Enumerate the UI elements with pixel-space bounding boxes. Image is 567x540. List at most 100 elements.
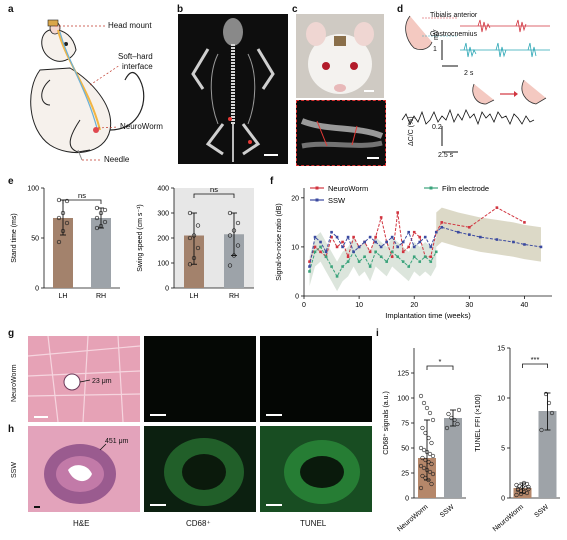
scale-bar <box>367 157 379 159</box>
data-point <box>526 484 531 490</box>
y-axis-label: Swing speed (cm s⁻¹) <box>137 204 144 272</box>
panel-a-letter: a <box>8 4 14 15</box>
scale-bar <box>364 90 374 92</box>
series-marker <box>401 240 405 244</box>
series-marker <box>341 240 344 244</box>
series-marker <box>330 230 333 234</box>
emg-traces <box>401 15 550 153</box>
series-marker <box>396 255 399 259</box>
data-point <box>418 445 424 451</box>
scale-bar <box>150 414 166 416</box>
y-axis-label: Signal-to-noise ratio (dB) <box>276 203 283 280</box>
data-point <box>187 235 193 241</box>
series-marker <box>418 260 422 263</box>
series-marker <box>346 255 350 259</box>
y-tick-label: 0 <box>165 286 169 293</box>
data-point <box>514 492 519 498</box>
series-marker <box>313 250 317 254</box>
series-marker <box>396 245 399 249</box>
series-marker <box>308 260 311 263</box>
legend-label: Film electrode <box>442 184 489 193</box>
series-marker <box>352 235 355 239</box>
series-marker <box>429 255 433 259</box>
data-point <box>421 400 427 406</box>
x-tick-label: 30 <box>465 302 473 309</box>
scale-time-top: 2 s <box>464 70 474 77</box>
series-marker <box>335 245 339 249</box>
rat-schematic <box>30 19 145 161</box>
bar <box>444 418 462 498</box>
series-marker <box>390 250 394 254</box>
significance-label: ns <box>78 191 86 200</box>
data-point <box>455 421 460 427</box>
scale-dcc-value: 0.2 <box>432 124 442 131</box>
scale-bar <box>266 504 282 506</box>
legend-marker <box>315 198 319 202</box>
y-tick-label: 200 <box>157 236 169 243</box>
row-label-ssw: SSW <box>11 462 18 478</box>
he-neuroworm <box>28 336 140 422</box>
label-soft-hard-interface-2: interface <box>122 62 153 71</box>
panel-g-letter: g <box>8 328 15 339</box>
bar <box>53 218 73 288</box>
series-marker <box>324 255 328 259</box>
data-point <box>430 417 436 423</box>
significance-bracket <box>426 365 454 370</box>
data-point <box>424 405 430 411</box>
label-needle: Needle <box>104 155 130 164</box>
y-tick-label: 100 <box>27 186 39 193</box>
series-marker <box>368 265 372 268</box>
data-point <box>235 243 241 248</box>
series-marker <box>440 221 444 224</box>
x-tick-label: SSW <box>533 503 550 519</box>
panel-i-letter: i <box>376 328 379 339</box>
data-point <box>56 239 62 245</box>
panel-b-letter: b <box>177 4 184 15</box>
x-tick-label: RH <box>229 293 239 300</box>
series-marker <box>352 250 355 254</box>
data-point <box>514 482 519 488</box>
y-tick-label: 50 <box>31 236 39 243</box>
significance-label: *** <box>531 355 540 364</box>
label-soft-hard-interface-1: Soft–hard <box>118 52 153 61</box>
y-axis-label: TUNEL FFI (×100) <box>475 394 482 452</box>
series-marker <box>401 260 405 263</box>
scale-bar <box>150 504 166 506</box>
series-marker <box>407 245 411 249</box>
tunel-ssw <box>260 426 372 512</box>
significance-bracket <box>62 199 102 204</box>
series-marker <box>479 235 482 239</box>
series-marker <box>407 230 411 234</box>
series-marker <box>495 206 499 209</box>
col-label-tunel: TUNEL <box>300 519 327 528</box>
x-axis-label: Implantation time (weeks) <box>385 311 471 320</box>
data-point <box>227 233 233 238</box>
data-point <box>195 223 201 228</box>
series-marker <box>468 225 471 229</box>
y-tick-label: 50 <box>401 446 409 453</box>
y-tick-label: 0 <box>35 286 39 293</box>
series-marker <box>341 265 344 268</box>
legend-marker <box>315 186 319 190</box>
series-marker <box>368 235 372 239</box>
rat-photo <box>296 14 384 98</box>
data-point <box>235 220 241 226</box>
he-ssw <box>28 426 140 512</box>
x-tick-label: 40 <box>521 302 529 309</box>
y-axis-label: CD68⁺ signals (a.u.) <box>382 391 390 455</box>
y-tick-label: 0 <box>405 496 409 503</box>
label-gastrocnemius: Gastrocnemius <box>430 31 478 38</box>
series-marker <box>363 255 366 259</box>
series-marker <box>374 235 377 239</box>
series-marker <box>429 245 433 249</box>
significance-bracket <box>193 193 235 198</box>
data-point <box>515 486 521 492</box>
series-marker <box>539 245 543 249</box>
y-tick-label: 0 <box>501 496 505 503</box>
cd68-ssw <box>144 426 256 512</box>
annotation-23um: 23 μm <box>92 378 112 385</box>
series-marker <box>313 245 317 249</box>
bar <box>538 411 557 498</box>
series-marker <box>379 216 383 219</box>
data-point <box>418 393 424 399</box>
